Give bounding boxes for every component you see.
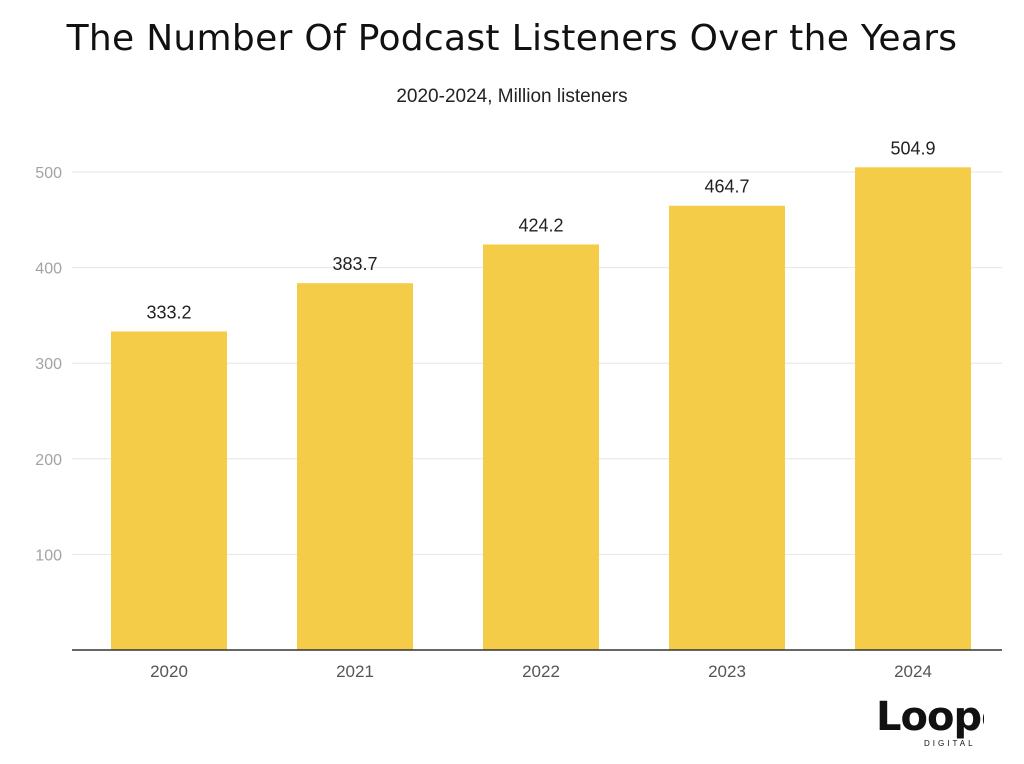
bar-2022 [483,244,599,651]
bar-2023 [669,205,785,650]
y-tick-label: 400 [35,261,62,278]
brand-logo: Loopex DIGITAL [876,694,984,748]
y-tick-label: 500 [35,165,62,182]
data-label: 464.7 [704,177,749,197]
x-tick-label: 2023 [708,662,746,681]
chart-subtitle: 2020-2024, Million listeners [396,86,628,107]
x-axis-ticks: 2020 2021 2022 2023 2024 [150,662,932,681]
data-label: 383.7 [332,254,377,274]
bars [111,167,971,651]
bar-2021 [297,283,413,650]
x-tick-label: 2022 [522,662,560,681]
y-tick-label: 200 [35,452,62,469]
x-tick-label: 2021 [336,662,374,681]
bar-2020 [111,331,227,650]
logo-wordmark: Loopex [876,694,984,740]
data-label: 333.2 [146,302,191,322]
x-tick-label: 2024 [894,662,932,681]
data-label: 424.2 [518,215,563,235]
x-tick-label: 2020 [150,662,188,681]
y-tick-label: 100 [35,547,62,564]
data-labels: 333.2 383.7 424.2 464.7 504.9 [146,138,935,322]
bar-2024 [855,167,971,650]
logo-subtext: DIGITAL [924,739,976,748]
data-label: 504.9 [890,138,935,158]
y-axis-ticks: 100 200 300 400 500 [35,165,62,564]
y-tick-label: 300 [35,356,62,373]
chart-title: The Number Of Podcast Listeners Over the… [66,18,958,59]
